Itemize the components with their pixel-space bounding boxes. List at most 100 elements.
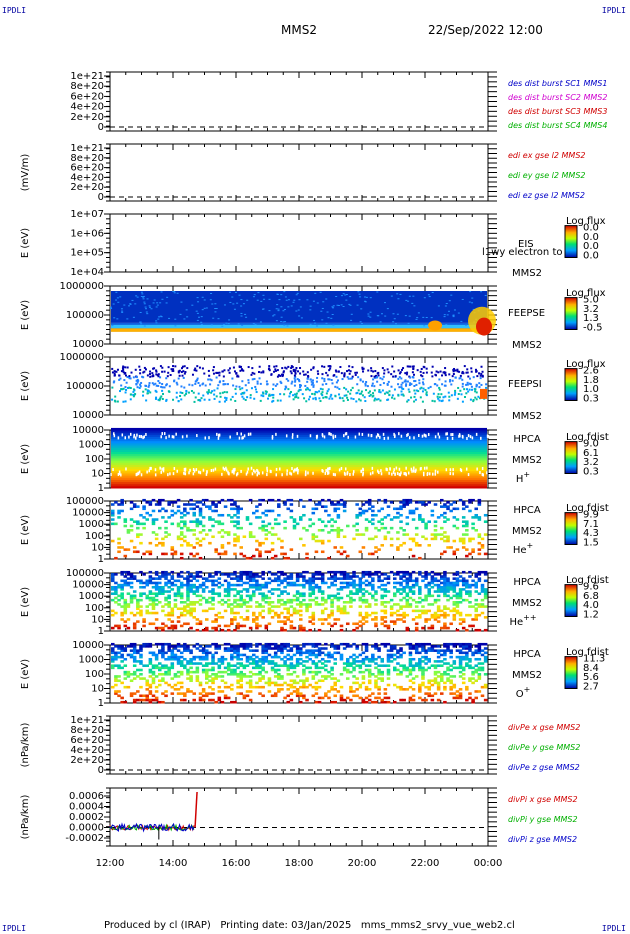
- spec-speck: [440, 393, 443, 396]
- spec-cell: [167, 573, 171, 576]
- spec-gap: [486, 471, 488, 475]
- spec-speck: [111, 386, 114, 389]
- spec-cell: [399, 613, 403, 617]
- spec-speck: [196, 377, 199, 380]
- spec-cell: [220, 616, 225, 619]
- spec-speck: [276, 304, 279, 306]
- spec-cell: [421, 681, 425, 685]
- spec-cell: [333, 681, 337, 685]
- spec-speck: [326, 311, 329, 313]
- spec-cell: [371, 573, 375, 576]
- spec-speck: [343, 375, 346, 378]
- spec-cell: [286, 577, 290, 580]
- spec-speck: [166, 375, 169, 378]
- spec-speck: [238, 294, 241, 296]
- spec-cell: [176, 594, 181, 598]
- spec-speck: [149, 391, 152, 394]
- spec-gap: [334, 434, 337, 438]
- spec-cell: [226, 573, 231, 576]
- spec-speck: [226, 383, 229, 386]
- spec-cell: [192, 583, 196, 587]
- spec-cell: [248, 575, 253, 578]
- spec-cell: [421, 605, 425, 608]
- spec-cell: [436, 681, 441, 685]
- spec-cell: [305, 529, 309, 532]
- spec-cell: [211, 501, 215, 504]
- spec-cell: [270, 556, 275, 560]
- spec-cell: [239, 583, 243, 587]
- spec-cell: [433, 533, 438, 536]
- spec-cell: [236, 522, 240, 526]
- spec-speck: [349, 377, 352, 380]
- spec-speck: [161, 370, 164, 373]
- spec-cell: [239, 675, 243, 678]
- spec-cell: [189, 626, 193, 630]
- spec-speck: [360, 308, 363, 310]
- spec-speck: [398, 376, 401, 379]
- y-tick-label: 1e+06: [70, 228, 104, 239]
- spec-cell: [236, 666, 240, 670]
- spec-speck: [241, 380, 244, 383]
- spec-speck: [477, 395, 480, 398]
- spec-cell: [189, 544, 193, 547]
- spec-cell: [446, 679, 450, 683]
- spec-cell: [465, 613, 469, 617]
- spec-cell: [346, 677, 350, 680]
- spec-cell: [324, 607, 328, 611]
- spec-cell: [123, 601, 128, 604]
- spec-cell: [252, 618, 256, 621]
- y-tick-label: 10: [91, 469, 104, 480]
- spec-cell: [167, 611, 171, 615]
- spec-cell: [136, 601, 140, 604]
- spec-cell: [455, 603, 460, 606]
- spec-cell: [186, 668, 190, 672]
- spec-cell: [452, 524, 457, 528]
- spec-cell: [367, 679, 372, 683]
- spec-cell: [270, 668, 275, 672]
- spec-cell: [339, 696, 344, 700]
- spec-cell: [418, 544, 422, 547]
- spec-cell: [440, 679, 444, 683]
- spec-cell: [201, 628, 206, 632]
- spec-cell: [220, 535, 225, 539]
- spec-gap: [394, 434, 396, 438]
- spec-cell: [383, 535, 388, 539]
- spec-cell: [164, 666, 168, 670]
- spec-speck: [123, 304, 126, 306]
- spec-cell: [277, 575, 281, 578]
- spec-cell: [355, 529, 359, 532]
- spec-cell: [158, 509, 162, 513]
- spec-cell: [258, 526, 262, 530]
- spec-cell: [136, 607, 140, 611]
- spec-speck: [454, 391, 457, 394]
- spec-cell: [239, 596, 243, 600]
- spec-speck: [257, 371, 260, 374]
- spec-cell: [161, 570, 165, 574]
- spec-cell: [346, 554, 350, 558]
- spec-cell: [270, 526, 275, 530]
- spec-speck: [347, 369, 350, 372]
- spec-speck: [224, 383, 227, 386]
- y-tick-label: 10000: [72, 508, 104, 519]
- spec-gap: [408, 436, 411, 440]
- spec-speck: [328, 365, 331, 368]
- spec-cell: [214, 700, 218, 704]
- spec-cell: [405, 579, 410, 583]
- spec-cell: [255, 616, 259, 619]
- spec-cell: [211, 692, 215, 695]
- spec-cell: [383, 573, 388, 576]
- spec-cell: [452, 507, 457, 511]
- spec-cell: [280, 598, 284, 602]
- spec-speck: [253, 294, 256, 296]
- spec-cell: [371, 509, 375, 513]
- spec-cell: [449, 609, 453, 613]
- spec-speck: [179, 391, 182, 394]
- spec-cell: [355, 688, 359, 691]
- panel-frame: [109, 213, 489, 273]
- spec-cell: [317, 685, 322, 689]
- spec-speck: [242, 303, 245, 305]
- spec-gap: [389, 467, 391, 471]
- spec-cell: [408, 696, 413, 700]
- spec-cell: [367, 583, 372, 587]
- spec-speck: [373, 399, 376, 402]
